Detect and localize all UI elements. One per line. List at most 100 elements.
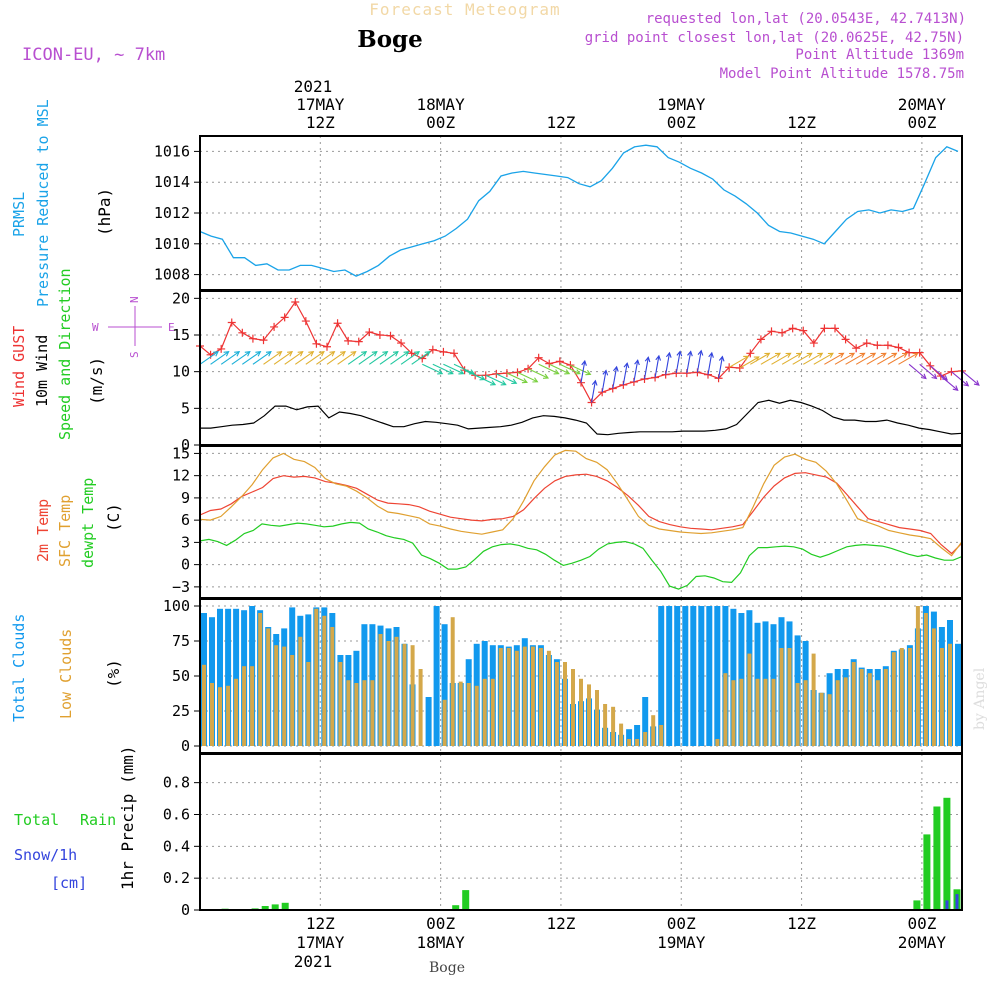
gust-marker bbox=[450, 349, 458, 358]
wind-arrow-head bbox=[490, 380, 497, 386]
wind-arrow bbox=[580, 360, 586, 383]
wind-arrow-head bbox=[708, 351, 714, 358]
wind-arrow bbox=[316, 351, 335, 365]
wind-arrow-head bbox=[532, 377, 539, 383]
wind-arrow bbox=[771, 352, 791, 365]
gust-marker bbox=[386, 331, 395, 340]
ytick-label: 0 bbox=[181, 436, 190, 454]
ytick-label: 15 bbox=[172, 326, 190, 344]
low-cloud-bar bbox=[242, 666, 247, 746]
low-cloud-bar bbox=[948, 643, 952, 746]
wind-arrow-head bbox=[371, 351, 378, 357]
panel-clouds: 0 25 50 75 100 bbox=[163, 597, 962, 755]
total-cloud-bar bbox=[690, 606, 697, 746]
low-cloud-bar bbox=[835, 680, 840, 746]
bottom-hour-label: 12Z bbox=[787, 914, 816, 933]
wind-arrow-head bbox=[697, 349, 704, 356]
requested-coords: requested lon,lat (20.0543E, 42.7413N) bbox=[646, 11, 966, 27]
low-cloud-bar bbox=[482, 678, 487, 746]
ytick-label: 9 bbox=[181, 489, 190, 507]
wind-arrow-head bbox=[447, 369, 454, 375]
top-date-label: 19MAY bbox=[657, 95, 706, 114]
wind-arrow-head bbox=[287, 351, 294, 357]
total-cloud-bar bbox=[225, 608, 232, 746]
low-cloud-bar bbox=[378, 634, 383, 746]
wind-arrow bbox=[400, 351, 420, 365]
gust-marker bbox=[323, 342, 331, 351]
gust-marker bbox=[291, 298, 300, 306]
ytick-label: 1016 bbox=[154, 142, 190, 160]
total-cloud-bar bbox=[666, 606, 673, 746]
wind-arrow bbox=[591, 380, 596, 403]
rain-bar bbox=[933, 806, 941, 910]
wind-arrow bbox=[612, 366, 618, 389]
top-hour-label: 00Z bbox=[907, 113, 936, 132]
low-cloud-bar bbox=[282, 646, 287, 746]
low-cloud-bar bbox=[418, 669, 423, 746]
wind-arrow bbox=[570, 364, 591, 375]
bottom-date-label: 19MAY bbox=[657, 933, 706, 952]
wind-arrow-head bbox=[880, 352, 887, 358]
wind-arrow bbox=[696, 350, 702, 373]
wind-arrow-head bbox=[796, 352, 803, 358]
wind-arrow-head bbox=[859, 352, 866, 358]
gust-marker bbox=[312, 339, 321, 348]
wind-arrow-head bbox=[468, 369, 475, 375]
low-cloud-bar bbox=[923, 613, 928, 746]
low-cloud-bar bbox=[554, 662, 559, 746]
compass-e: E bbox=[168, 321, 175, 334]
low-cloud-bar bbox=[643, 732, 648, 746]
panel-border bbox=[199, 753, 963, 911]
wind-arrow-head bbox=[665, 351, 672, 358]
low-cloud-bar bbox=[370, 680, 375, 746]
low-cloud-bar bbox=[811, 653, 816, 746]
low-cloud-bar bbox=[218, 687, 222, 746]
wind-arrow bbox=[940, 375, 959, 391]
ytick-label: 10 bbox=[172, 363, 190, 381]
wind-arrow bbox=[728, 355, 749, 368]
low-cloud-bar bbox=[530, 646, 535, 746]
bottom-hour-label: 00Z bbox=[907, 914, 936, 933]
gust-marker bbox=[799, 326, 808, 335]
compass-rose: N S W E bbox=[92, 296, 175, 358]
wind-arrow bbox=[707, 352, 713, 375]
wind-arrow-head bbox=[785, 352, 792, 358]
total-cloud-bar bbox=[730, 608, 737, 746]
wind10m-label: 10m Wind bbox=[33, 335, 51, 407]
wind-arrow bbox=[887, 352, 908, 365]
cloud-labels: Total Clouds Low Clouds (%) bbox=[10, 614, 123, 722]
ytick-label: 20 bbox=[172, 289, 190, 307]
low-cloud-bar bbox=[330, 627, 335, 746]
gust-marker bbox=[217, 344, 226, 353]
low-cloud-bar bbox=[506, 648, 511, 746]
low-cloud-bar bbox=[747, 653, 752, 746]
gust-marker bbox=[301, 317, 310, 326]
wind-arrow bbox=[305, 351, 325, 365]
panel-border bbox=[199, 445, 963, 599]
wind-arrow bbox=[443, 363, 464, 375]
low-cloud-bar bbox=[931, 628, 936, 746]
low-cloud-bar bbox=[402, 643, 407, 746]
precip-cm-label: [cm] bbox=[51, 874, 87, 892]
wind-arrow bbox=[294, 351, 314, 365]
gust-marker bbox=[809, 339, 818, 348]
model-altitude: Model Point Altitude 1578.75m bbox=[720, 66, 964, 82]
wind-arrow bbox=[622, 363, 628, 385]
watermark: by Angel bbox=[972, 667, 988, 730]
wind-arrow-head bbox=[718, 355, 725, 362]
wind-arrow-head bbox=[817, 352, 824, 358]
wind-arrow-head bbox=[500, 380, 507, 386]
rain-bar bbox=[261, 906, 269, 910]
low-cloud-bar bbox=[595, 690, 599, 746]
gust-marker bbox=[344, 336, 353, 345]
wind-arrow bbox=[877, 352, 897, 365]
low-cloud-bar bbox=[803, 680, 808, 746]
gust-marker bbox=[894, 343, 903, 352]
product-title: Forecast Meteogram bbox=[369, 0, 560, 19]
low-cloud-bar bbox=[362, 680, 367, 746]
low-cloud-bar bbox=[755, 678, 760, 746]
gust-marker bbox=[947, 367, 956, 376]
bottom-hour-label: 12Z bbox=[546, 914, 575, 933]
low-cloud-bar bbox=[843, 677, 848, 746]
